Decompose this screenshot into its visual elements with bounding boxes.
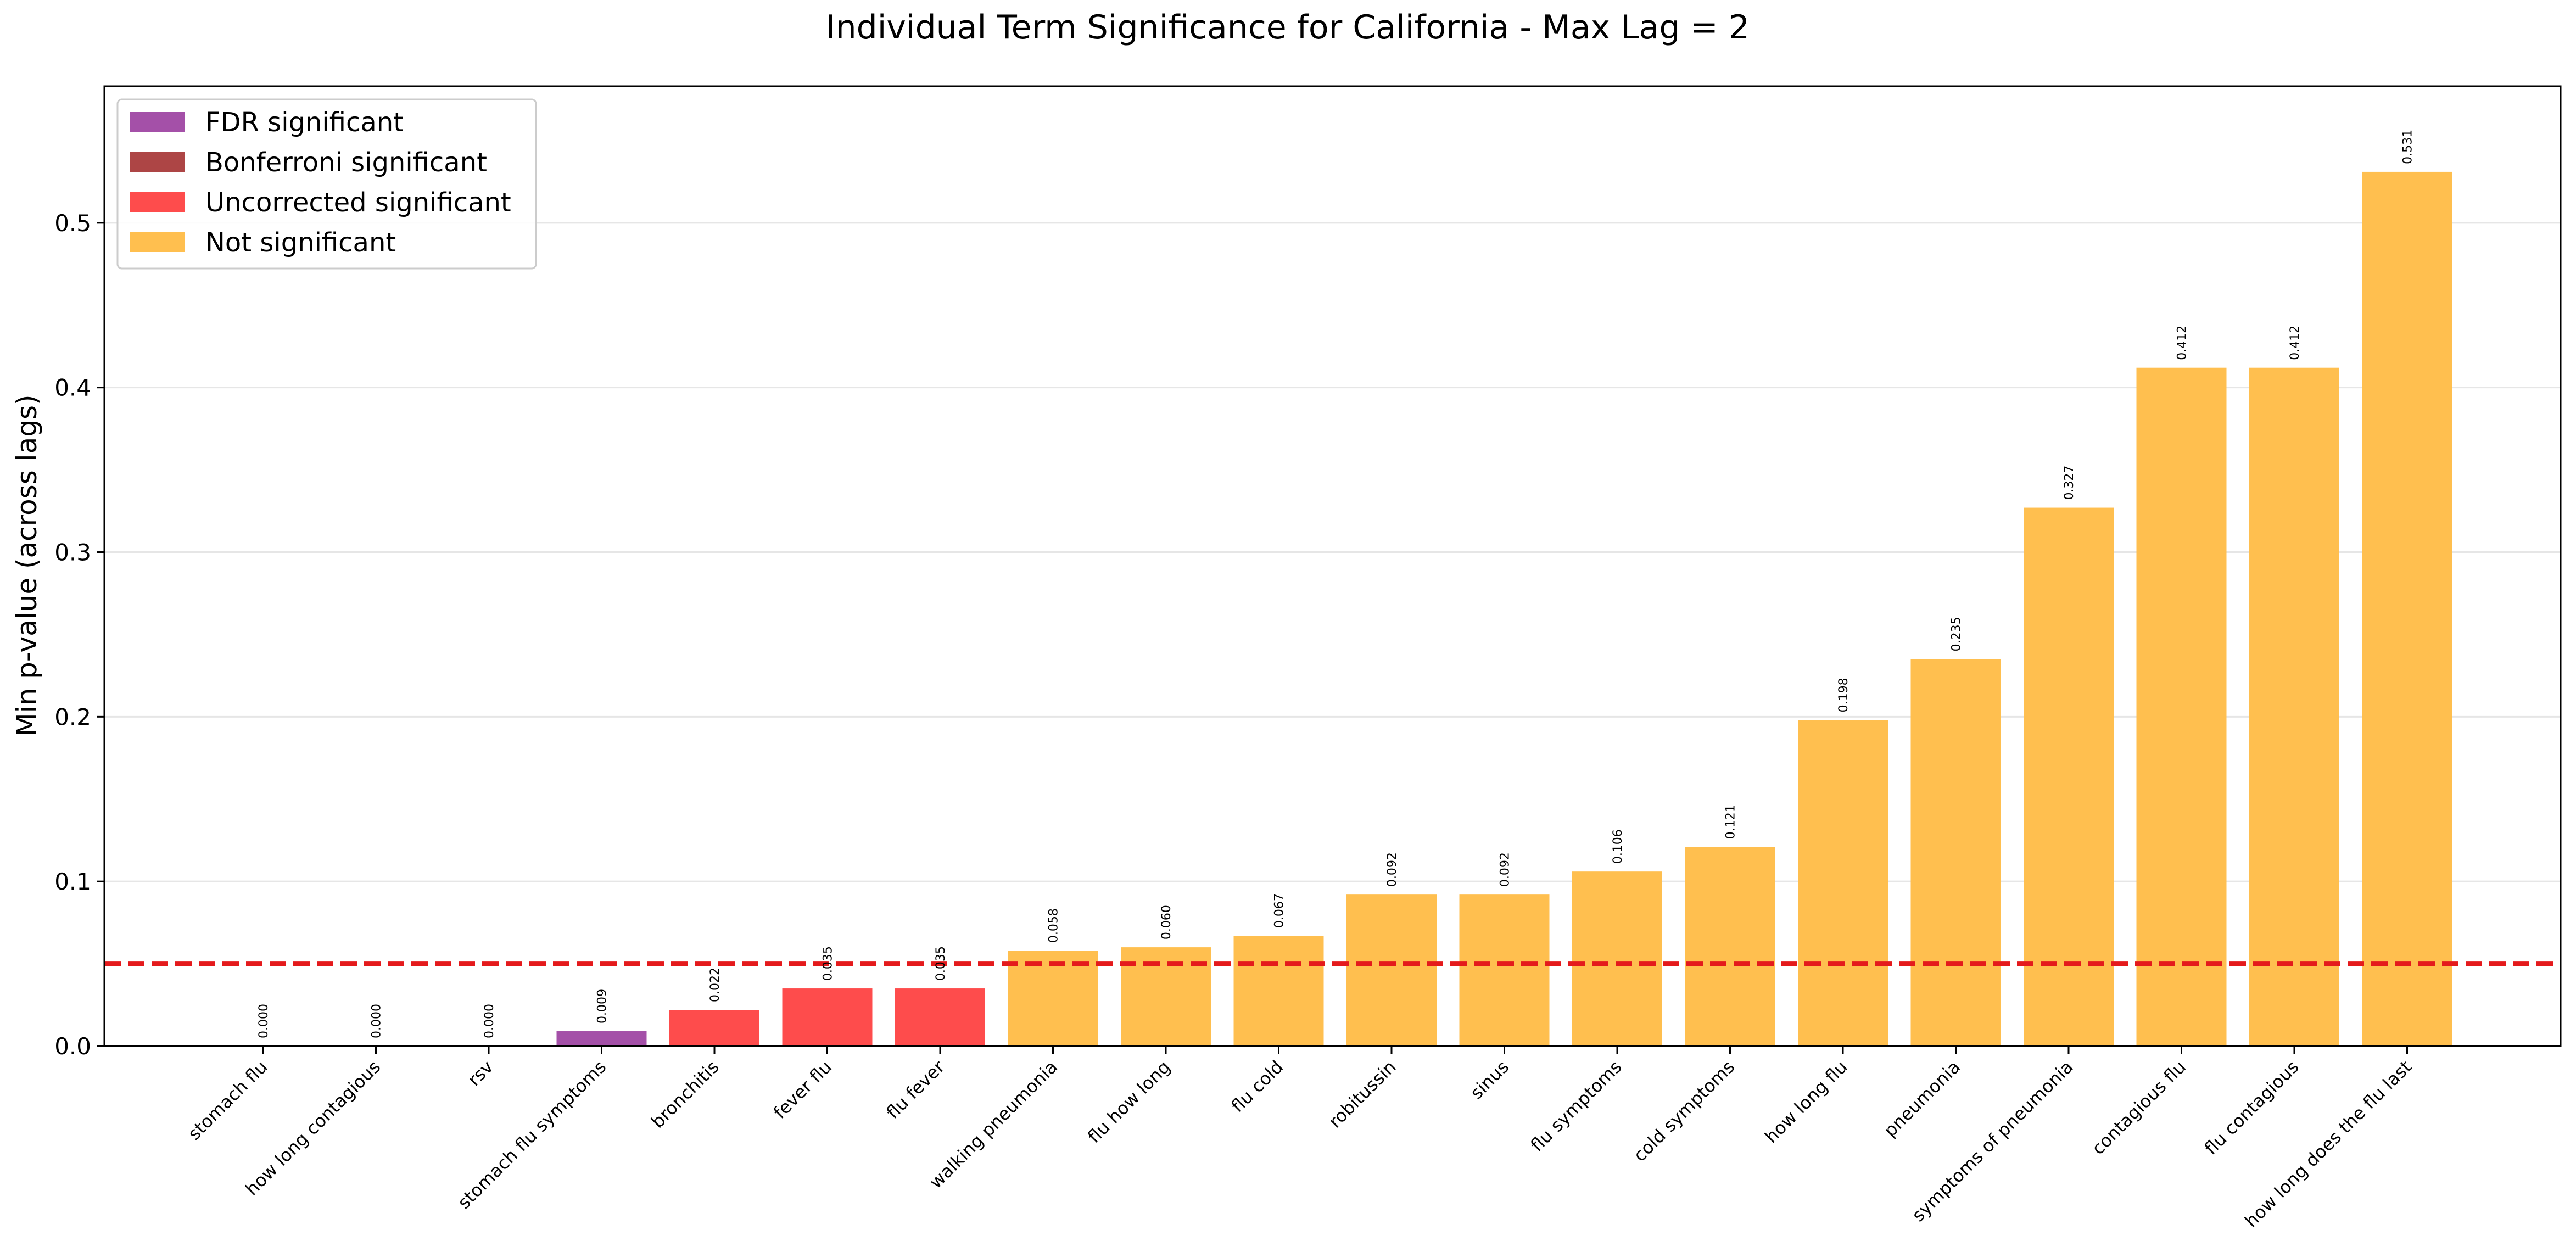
y-tick-label: 0.1 — [54, 868, 91, 895]
value-label: 0.060 — [1160, 905, 1174, 940]
bar — [2249, 367, 2339, 1046]
y-tick-label: 0.4 — [54, 374, 91, 401]
y-tick-label: 0.5 — [54, 210, 91, 237]
value-label: 0.198 — [1837, 678, 1851, 712]
legend-label: FDR significant — [205, 107, 404, 138]
bar — [895, 988, 985, 1046]
bar — [782, 988, 873, 1046]
legend-label: Bonferroni significant — [205, 147, 487, 178]
value-labels: 0.000 0.000 0.000 0.009 0.022 0.035 0.035 0.058… — [257, 130, 2415, 1038]
x-tick-label: stomach flu — [184, 1056, 272, 1144]
y-tick-label: 0.0 — [54, 1033, 91, 1060]
bar — [1233, 936, 1324, 1046]
value-label: 0.035 — [822, 946, 835, 981]
value-label: 0.412 — [2176, 326, 2189, 360]
x-tick-label: contagious flu — [2088, 1056, 2191, 1159]
bar — [1572, 871, 1662, 1046]
legend-swatch — [130, 232, 185, 252]
bars — [556, 171, 2452, 1047]
value-label: 0.000 — [483, 1004, 496, 1038]
x-tick-label: fever flu — [769, 1056, 836, 1123]
value-label: 0.000 — [370, 1004, 384, 1038]
plot-area — [103, 85, 2562, 1047]
x-tick-label: flu fever — [882, 1056, 949, 1123]
x-tick-label: sinus — [1466, 1056, 1513, 1103]
bar — [1346, 894, 1437, 1046]
y-axis-label: Min p-value (across lags) — [11, 394, 43, 736]
value-label: 0.067 — [1273, 893, 1287, 928]
x-tick-label: how long flu — [1761, 1056, 1851, 1147]
bar — [1459, 894, 1550, 1046]
legend-swatch — [130, 112, 185, 132]
legend-swatch — [130, 192, 185, 212]
bar — [1798, 720, 1888, 1046]
value-label: 0.531 — [2401, 130, 2415, 164]
legend-label: Not significant — [205, 227, 396, 258]
x-tick-label: pneumonia — [1880, 1056, 1964, 1141]
legend-swatch — [130, 152, 185, 172]
x-tick-label: flu cold — [1227, 1056, 1288, 1117]
x-tick-label: flu how long — [1083, 1056, 1174, 1147]
value-label: 0.235 — [1950, 617, 1964, 651]
x-tick-label: flu contagious — [2200, 1056, 2303, 1159]
bar — [2136, 367, 2227, 1046]
value-label: 0.412 — [2288, 326, 2302, 360]
chart-title: Individual Term Significance for Califor… — [826, 8, 1750, 47]
y-tick-label: 0.2 — [54, 703, 91, 730]
x-tick-label: robitussin — [1325, 1056, 1400, 1132]
legend: FDR significant Bonferroni significant Unc… — [116, 98, 537, 270]
legend-label: Uncorrected significant — [205, 187, 511, 218]
value-label: 0.022 — [708, 968, 722, 1002]
bar — [1685, 847, 1775, 1046]
bar — [556, 1031, 647, 1046]
x-tick-label: walking pneumonia — [925, 1056, 1061, 1193]
bar — [2024, 507, 2114, 1046]
x-tick-label: rsv — [463, 1056, 497, 1090]
y-tick-label: 0.3 — [54, 539, 91, 566]
value-label: 0.000 — [257, 1004, 271, 1038]
legend-frame — [116, 98, 537, 270]
y-axis: 0.0 0.1 0.2 0.3 0.4 0.5 — [54, 210, 104, 1060]
value-label: 0.009 — [596, 989, 610, 1024]
bar — [669, 1010, 759, 1046]
value-label: 0.106 — [1611, 829, 1625, 864]
value-label: 0.092 — [1385, 852, 1399, 887]
bar — [2362, 171, 2452, 1047]
value-label: 0.092 — [1499, 852, 1512, 887]
bar — [1910, 659, 2001, 1046]
value-label: 0.058 — [1047, 908, 1061, 943]
bar — [1008, 951, 1098, 1046]
value-label: 0.121 — [1724, 804, 1738, 839]
value-label: 0.327 — [2063, 466, 2076, 500]
x-tick-label: bronchitis — [647, 1056, 723, 1132]
x-tick-label: cold symptoms — [1629, 1056, 1739, 1166]
x-tick-label: flu symptoms — [1527, 1056, 1626, 1156]
value-label: 0.035 — [934, 946, 948, 981]
